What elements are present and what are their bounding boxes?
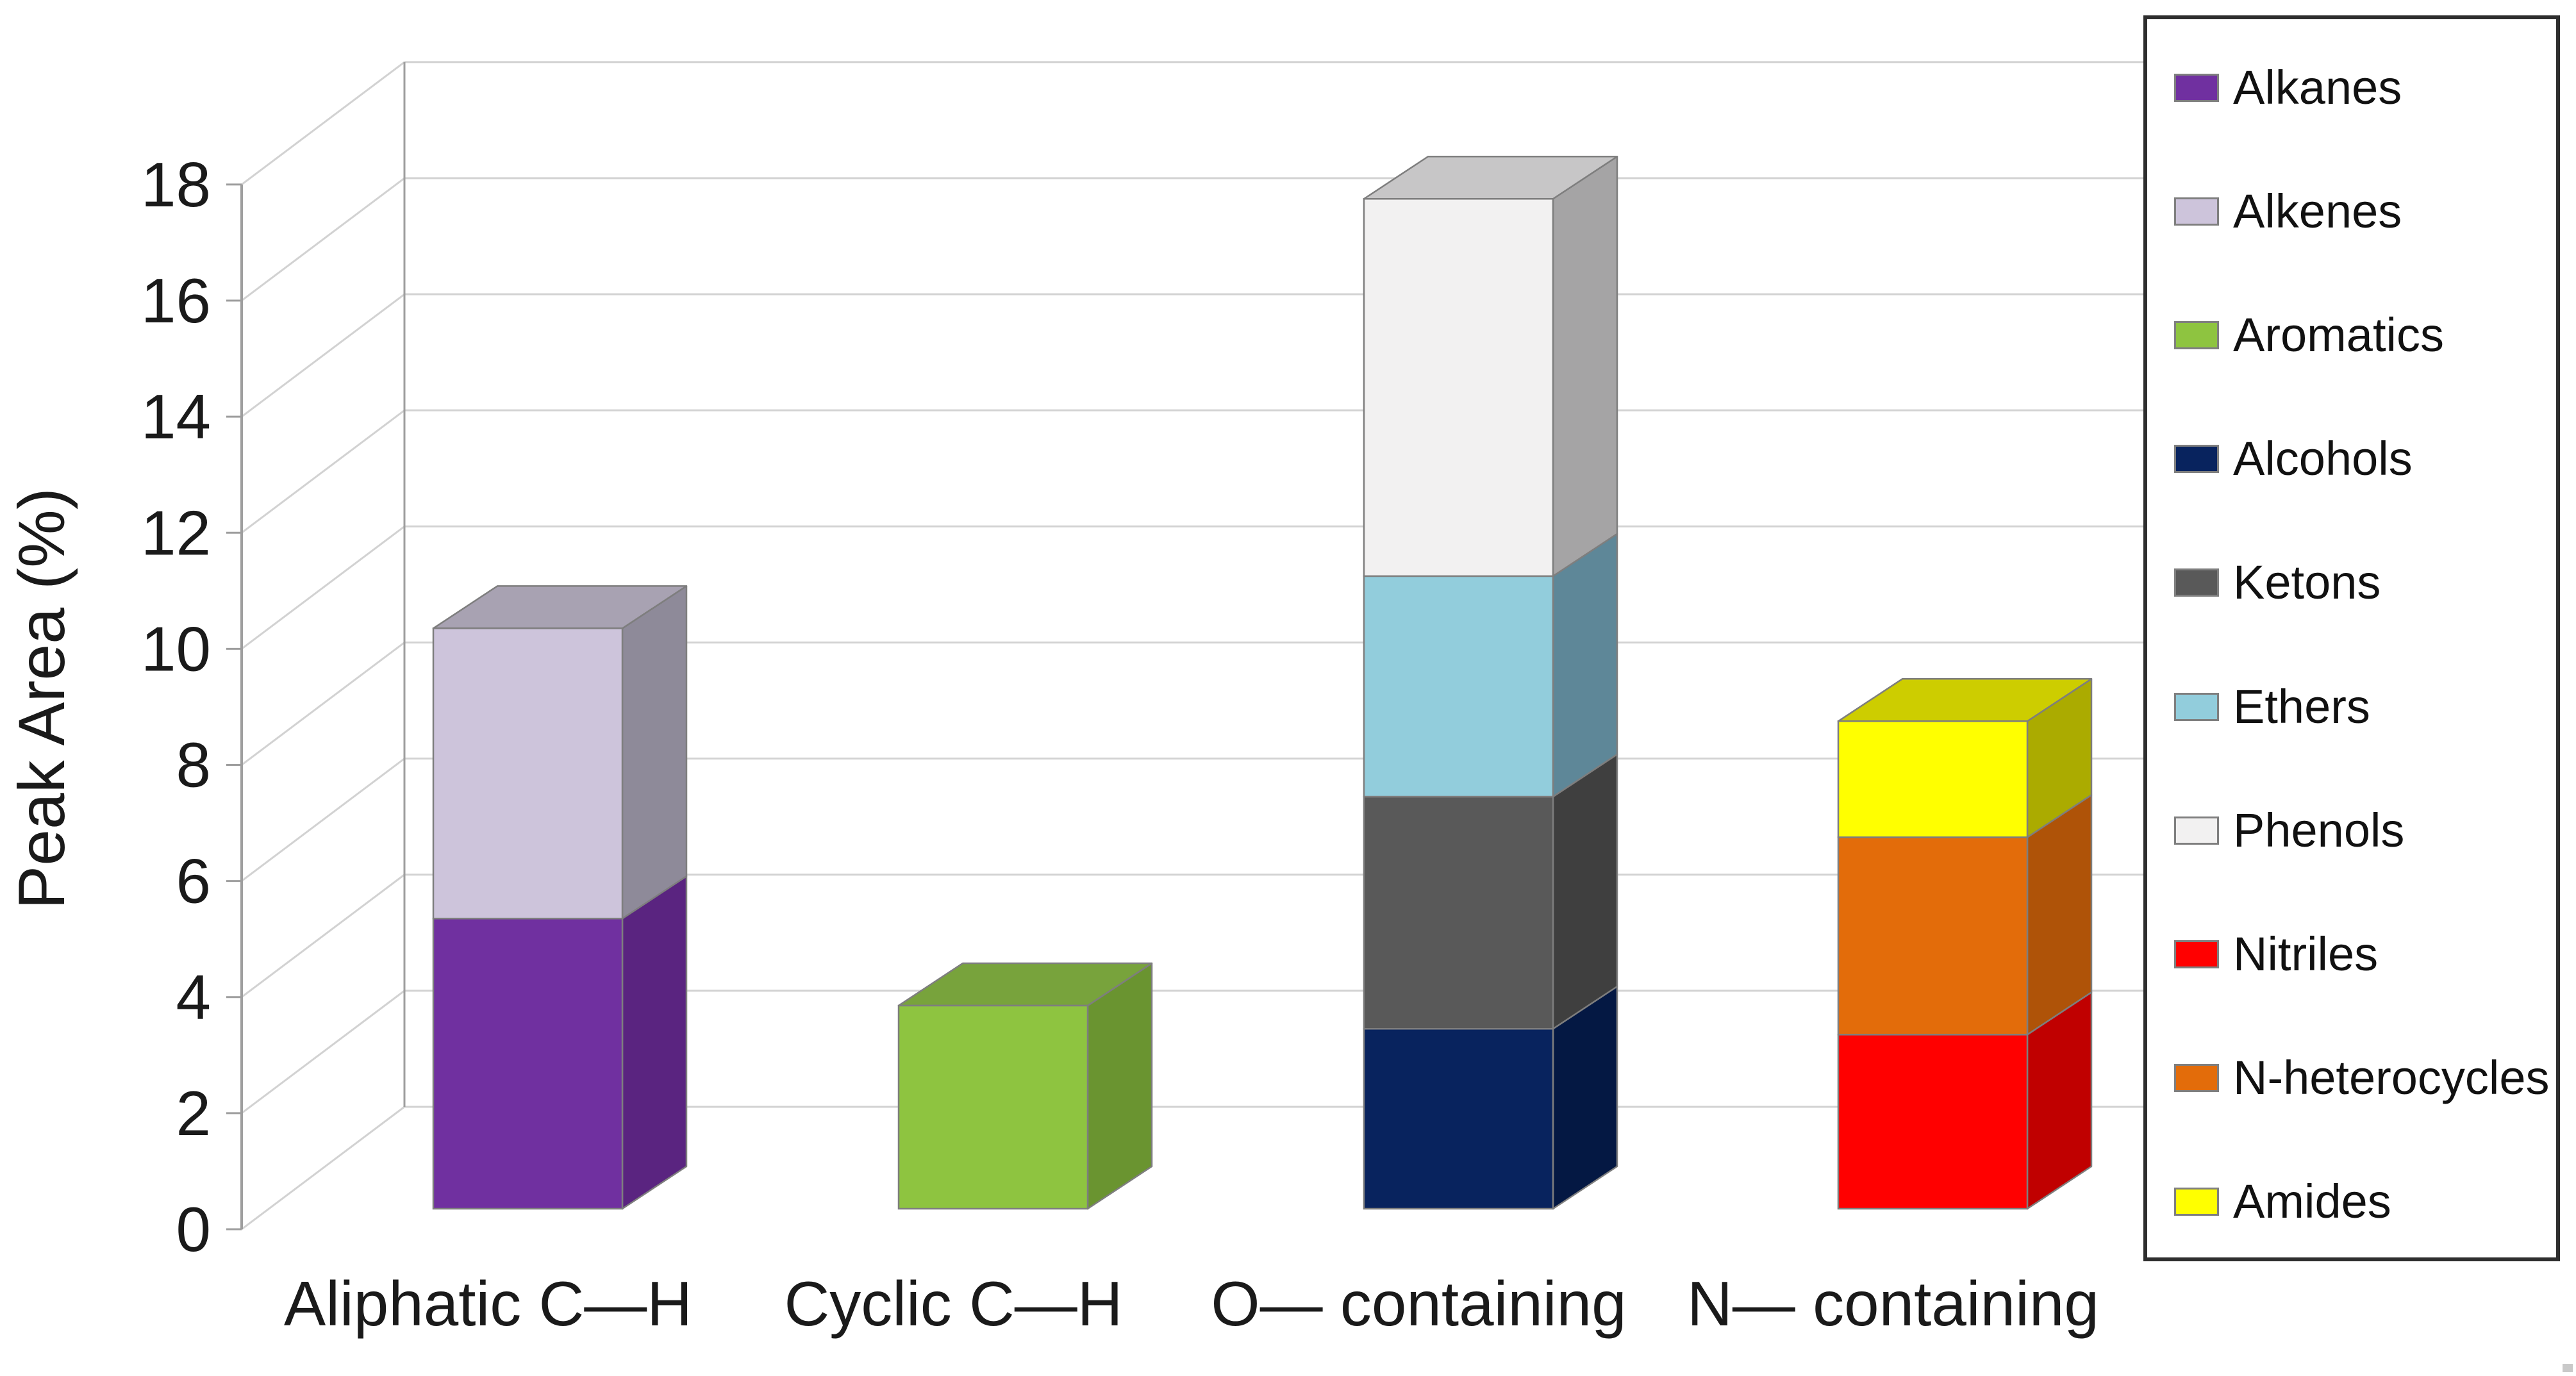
legend-label: Alkenes [2233,185,2402,238]
legend-swatch-alkenes [2174,197,2219,226]
legend-item-n-heterocycles: N-heterocycles [2174,1054,2550,1102]
legend-item-ketons: Ketons [2174,559,2543,606]
y-tick-label: 0 [176,1194,211,1264]
legend-label: N-heterocycles [2233,1050,2550,1104]
legend-swatch-alcohols [2174,445,2219,474]
legend-item-amides: Amides [2174,1174,2543,1228]
legend-swatch-ketons [2174,568,2219,597]
artifact-speck [2563,1364,2573,1372]
y-tick-label: 6 [176,846,211,916]
gridline-slant [241,293,405,418]
gridline-slant [241,1106,405,1231]
legend-label: Aromatics [2233,308,2444,362]
legend-item-alkenes: Alkenes [2174,188,2543,235]
y-tick-label: 12 [141,497,211,568]
x-category-label-cyclic-c-h: Cyclic C—H [784,1268,1122,1339]
bar-front-o-containing-ketons [1363,795,1554,1030]
legend-item-alcohols: Alcohols [2174,435,2543,483]
legend-item-nitriles: Nitriles [2174,927,2543,981]
gridline-slant [241,990,405,1115]
x-category-label-n-containing: N— containing [1687,1268,2099,1339]
bar-front-n-containing-amides [1837,720,2029,838]
legend-swatch-ethers [2174,692,2219,721]
legend-label: Ethers [2233,679,2370,733]
legend-label: Ketons [2233,556,2381,609]
bar-side-o-containing-ketons [1552,753,1618,1030]
gridline-slant [241,177,405,302]
bar-side-aliphatic-c-h-alkenes [621,585,688,920]
legend-item-aromatics: Aromatics [2174,311,2543,359]
y-axis-title: Peak Area (%) [5,488,78,909]
legend-swatch-phenols [2174,816,2219,845]
legend-item-alkanes: Alkanes [2174,64,2543,112]
bar-front-n-containing-n-heterocycles [1837,836,2029,1036]
legend-item-phenols: Phenols [2174,803,2543,857]
legend-swatch-alkanes [2174,74,2219,102]
gridline-slant [241,526,405,650]
x-category-label-o-containing: O— containing [1211,1268,1626,1339]
y-tick-label: 4 [176,962,211,1032]
y-tick-label: 18 [141,149,211,220]
bar-front-o-containing-ethers [1363,575,1554,798]
y-tick-label: 10 [141,613,211,684]
bar-side-o-containing-ethers [1552,533,1618,798]
legend-swatch-aromatics [2174,321,2219,350]
bar-front-n-containing-nitriles [1837,1034,2029,1210]
bar-front-o-containing-phenols [1363,198,1554,577]
y-tick-label: 2 [176,1078,211,1148]
bar-side-aliphatic-c-h-alkanes [621,875,688,1210]
bar-front-aliphatic-c-h-alkenes [432,627,624,920]
y-tick-label: 8 [176,730,211,800]
gridline-slant [241,61,405,186]
gridline-slant [241,758,405,882]
legend-label: Alcohols [2233,432,2413,486]
bar-side-o-containing-phenols [1552,156,1618,577]
legend-swatch-n-heterocycles [2174,1063,2219,1092]
bar-front-aliphatic-c-h-alkanes [432,917,624,1210]
legend-label: Nitriles [2233,927,2379,981]
legend-item-ethers: Ethers [2174,683,2543,731]
legend-label: Amides [2233,1174,2391,1228]
legend-swatch-nitriles [2174,940,2219,968]
legend-label: Phenols [2233,803,2405,857]
x-category-label-aliphatic-c-h: Aliphatic C—H [284,1268,692,1339]
bar-front-o-containing-alcohols [1363,1028,1554,1210]
legend-label: Alkanes [2233,61,2402,114]
legend: Alkanes Alkenes Aromatics Alcohols Ketons Eth… [2143,15,2560,1261]
bar-front-cyclic-c-h-aromatics [897,1004,1089,1210]
gridline-slant [241,874,405,998]
gridline-slant [241,642,405,766]
y-tick-label: 16 [141,265,211,336]
gridline-slant [241,410,405,534]
legend-swatch-amides [2174,1187,2219,1216]
y-tick-label: 14 [141,381,211,452]
